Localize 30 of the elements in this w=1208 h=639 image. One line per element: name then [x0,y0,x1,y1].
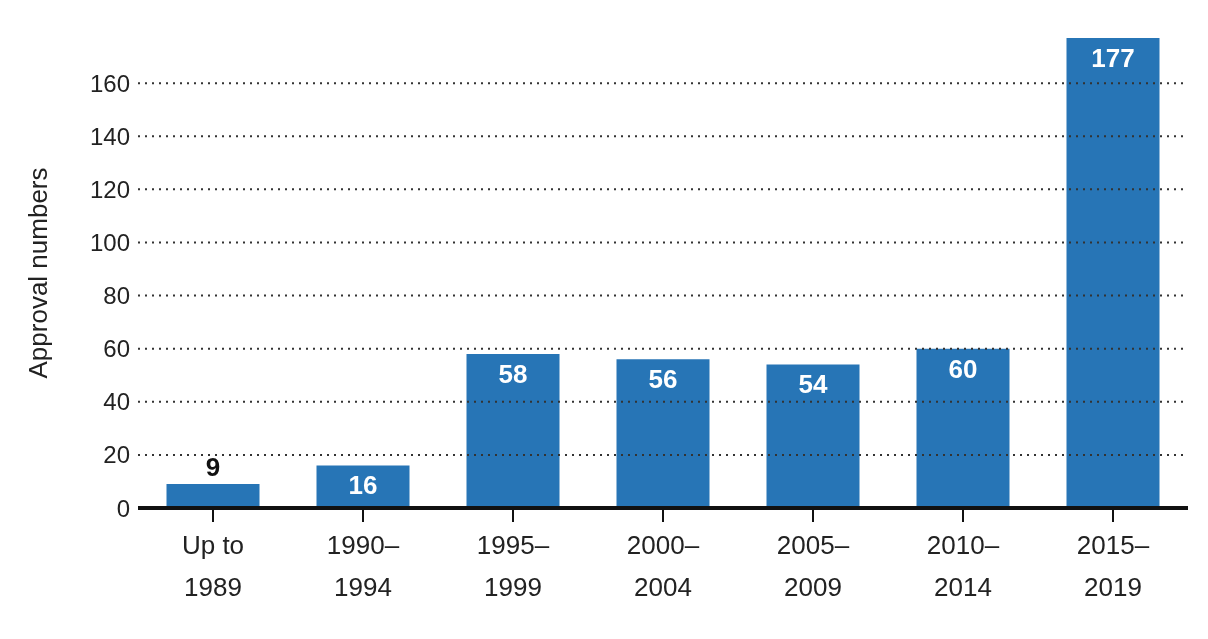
bar [616,359,710,508]
y-tick-label: 20 [103,441,130,469]
data-label: 54 [798,369,828,400]
x-tick-label: 2000–2004 [626,530,700,602]
y-tick-label: 140 [89,122,130,150]
y-tick-label: 120 [89,175,130,203]
y-tick-label: 100 [89,228,130,256]
data-label: 60 [948,353,978,384]
y-tick-label: 80 [103,282,130,310]
x-tick-label: 1995–1999 [476,530,550,602]
data-label: 56 [648,364,678,395]
x-tick-label: 1990–1994 [326,530,400,602]
bar [766,364,860,508]
data-label: 177 [1091,42,1135,73]
x-tick-label: Up to 1989 [181,530,245,602]
bar [166,484,260,508]
bar [466,353,560,508]
data-label: 58 [498,358,528,389]
x-tick-label: 2005–2009 [776,530,850,602]
y-axis-title: Approval numbers [23,167,54,379]
y-tick-label: 0 [116,494,130,522]
y-tick-label: 160 [89,69,130,97]
y-tick-label: 60 [103,335,130,363]
bar [916,348,1010,508]
bar [1066,38,1160,508]
y-tick-label: 40 [103,388,130,416]
x-tick-label: 2015–2019 [1076,530,1150,602]
data-label: 16 [348,470,378,501]
x-tick-label: 2010–2014 [926,530,1000,602]
data-label: 9 [205,452,221,483]
